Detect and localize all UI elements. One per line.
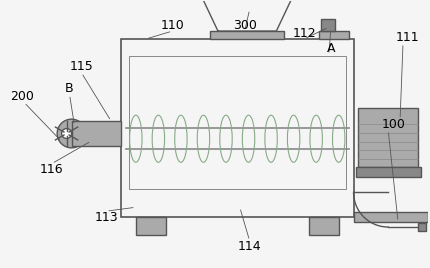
Text: 112: 112	[292, 27, 316, 40]
Bar	[359, 108, 418, 167]
Text: A: A	[326, 42, 335, 55]
Bar	[353, 212, 428, 222]
Text: 114: 114	[238, 240, 261, 253]
Text: 300: 300	[233, 19, 257, 32]
Bar	[309, 217, 339, 235]
Bar	[121, 39, 353, 217]
Circle shape	[359, 131, 373, 144]
Bar	[71, 121, 121, 146]
Bar	[321, 19, 335, 31]
Text: 116: 116	[40, 163, 64, 176]
Text: 110: 110	[160, 19, 184, 32]
Bar	[129, 56, 346, 189]
Text: 113: 113	[94, 211, 118, 224]
Bar	[319, 31, 349, 39]
Bar	[210, 31, 284, 39]
Circle shape	[61, 129, 71, 139]
Text: 115: 115	[70, 60, 93, 73]
Text: 100: 100	[381, 118, 405, 131]
Bar	[136, 217, 166, 235]
Text: B: B	[65, 82, 74, 95]
Bar	[356, 167, 421, 177]
Circle shape	[57, 119, 86, 148]
Bar	[418, 223, 426, 231]
Text: 200: 200	[10, 90, 34, 103]
Text: 111: 111	[396, 31, 420, 43]
